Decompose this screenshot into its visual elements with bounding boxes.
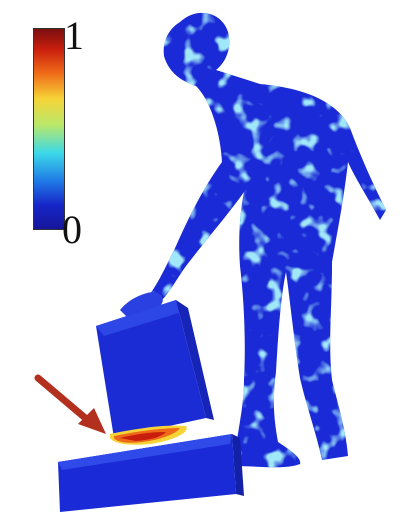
lower-box <box>58 434 244 512</box>
contact-hotspot <box>110 425 187 445</box>
colorbar <box>33 28 65 230</box>
arrow-annotation <box>34 374 106 434</box>
upper-box <box>96 300 214 438</box>
hand <box>120 292 163 318</box>
colorbar-max-label: 1 <box>64 13 84 58</box>
colorbar-min-label: 0 <box>62 207 82 252</box>
